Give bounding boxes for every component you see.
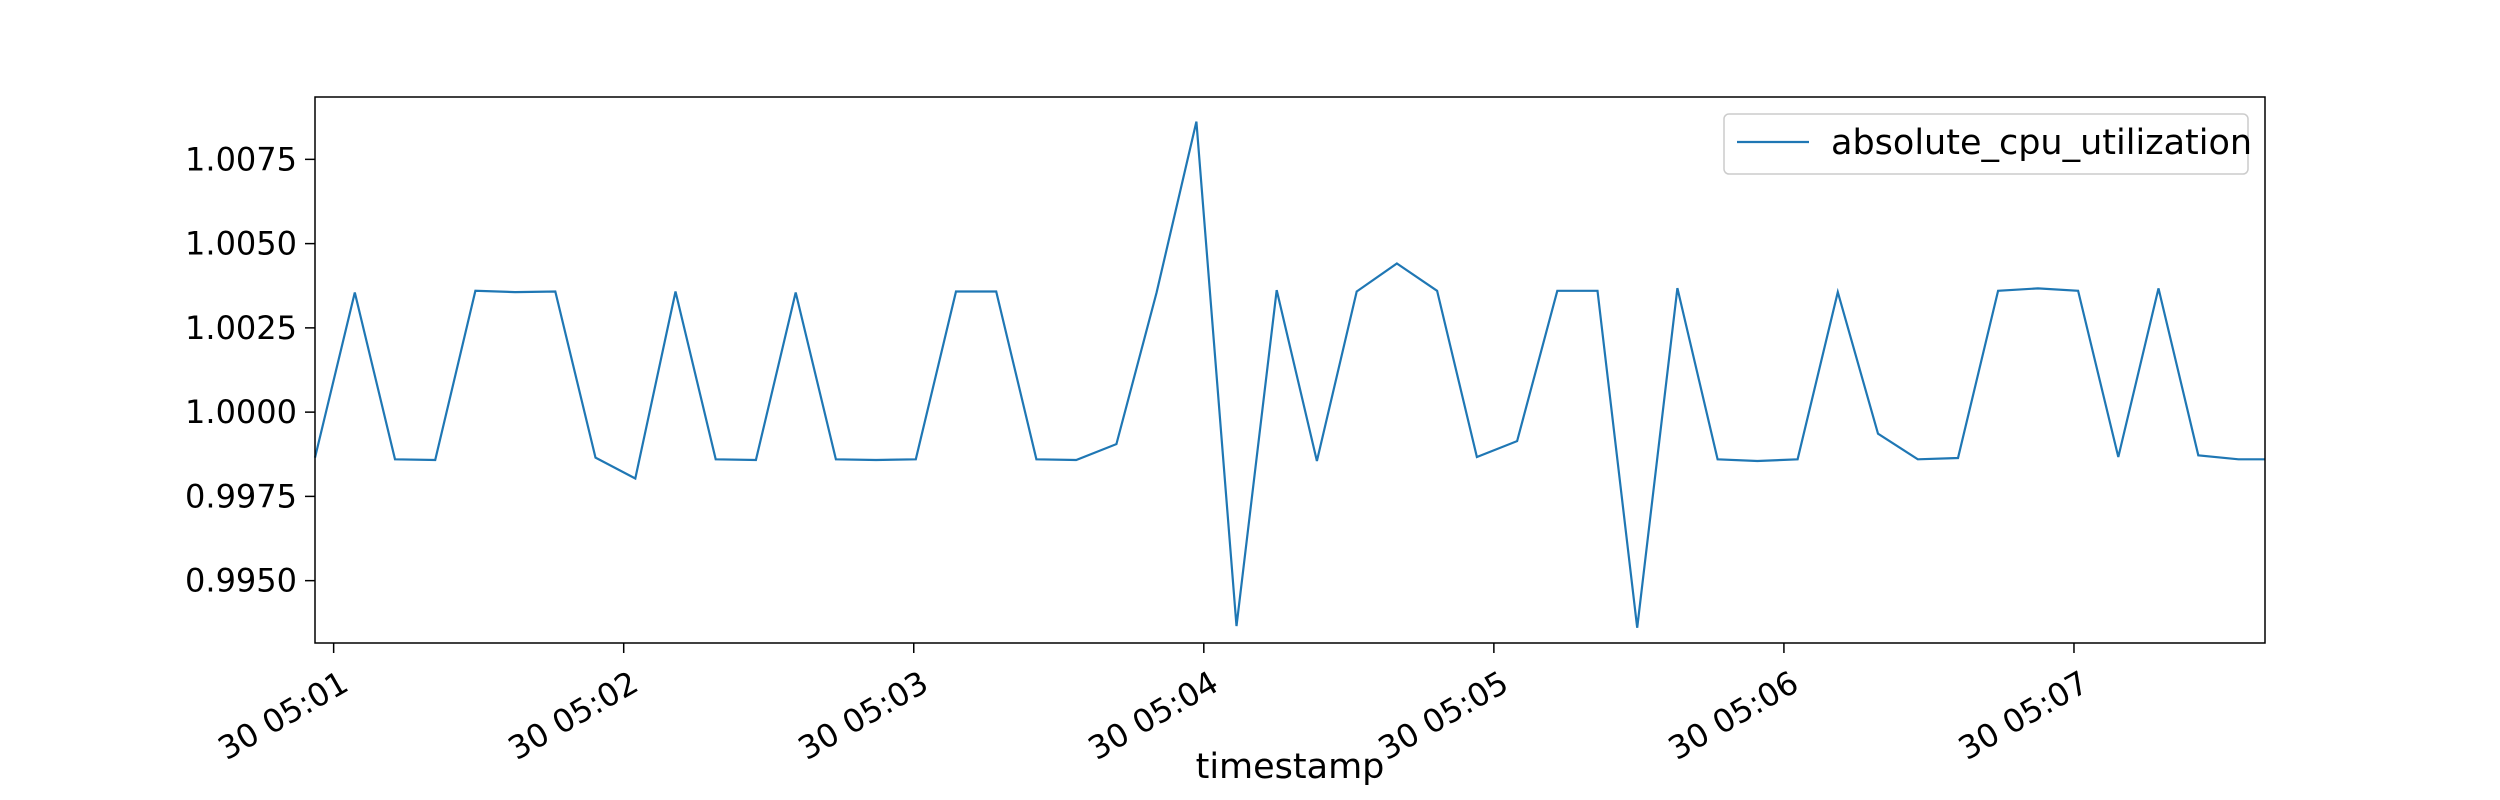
y-tick-label: 1.0050 [185,225,297,263]
y-axis: 0.9950 0.9975 1.0000 1.0025 1.0050 1.0075 [185,140,315,600]
series-layer [313,121,2265,628]
y-tick-label: 1.0025 [185,309,297,347]
x-tick-label: 30 05:02 [502,663,645,767]
legend-box [1723,113,2249,175]
series-line-0 [313,121,2265,628]
x-axis: 30 05:01 30 05:02 30 05:03 30 05:04 30 05:05… [212,643,2095,768]
x-tick-label: 30 05:06 [1662,663,1805,767]
x-axis-title: timestamp [1196,747,1385,787]
y-tick-label: 1.0000 [185,393,297,431]
legend: absolute_cpu_utilization [1723,113,2252,175]
y-tick-label: 1.0075 [185,140,297,178]
plot-frame [314,96,2266,644]
y-tick-label: 0.9975 [185,477,297,515]
x-tick-label: 30 05:07 [1952,663,2095,767]
x-tick-label: 30 05:01 [212,663,355,767]
plot-background [315,97,2265,643]
x-tick-label: 30 05:03 [792,663,935,767]
y-tick-label: 0.9950 [185,562,297,600]
legend-label: absolute_cpu_utilization [1831,123,2252,163]
x-tick-label: 30 05:05 [1372,663,1515,767]
